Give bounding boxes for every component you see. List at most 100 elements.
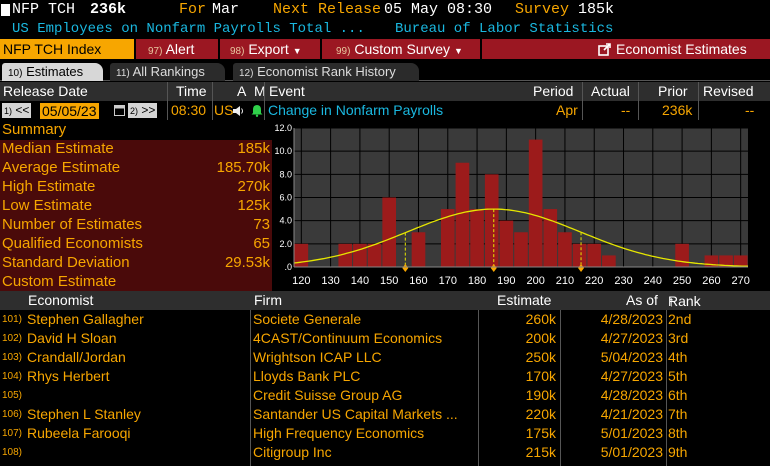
- cell-economist: David H Sloan: [27, 330, 117, 346]
- event-header-row: Release Date Time A M Event Period Actua…: [0, 82, 770, 101]
- cell-estimate: 215k: [525, 444, 556, 460]
- custom-estimate-row[interactable]: Custom Estimate: [0, 273, 272, 292]
- summary-row: Qualified Economists 65: [0, 235, 272, 254]
- histogram-bar: [719, 255, 733, 267]
- histogram-bar: [587, 243, 602, 267]
- table-row[interactable]: 104) Rhys Herbert Lloyds Bank PLC 170k 4/27/…: [0, 367, 770, 386]
- histogram-bar: [455, 162, 470, 267]
- cell-estimate: 250k: [525, 349, 556, 365]
- col-time: Time: [176, 83, 207, 99]
- x-tick-label: 160: [409, 275, 427, 287]
- cell-rank: 4th: [668, 349, 688, 365]
- cell-num: 106): [2, 409, 23, 420]
- alert-bell-icon[interactable]: [251, 104, 263, 120]
- cell-economist: Rhys Herbert: [27, 368, 110, 384]
- cell-asof: 4/27/2023: [600, 330, 663, 346]
- histogram-bar: [558, 232, 572, 267]
- event-data-row: 1) << 05/05/23 2) >> 08:30 US Change in …: [0, 101, 770, 120]
- x-tick-label: 140: [351, 275, 369, 287]
- cell-asof: 4/28/2023: [600, 311, 663, 327]
- summary-row: Number of Estimates 73: [0, 216, 272, 235]
- cell-asof: 5/01/2023: [600, 425, 663, 441]
- estimates-distribution-chart: .0 2.0 4.0 6.0 8.0 10.0 12.0 120 130 140 150 160 170…: [272, 121, 770, 290]
- y-tick-label: 10.0: [274, 146, 292, 156]
- col-a: A: [237, 83, 247, 99]
- calendar-icon[interactable]: [114, 103, 125, 119]
- event-period: Apr: [556, 102, 578, 118]
- cell-asof: 4/28/2023: [600, 387, 663, 403]
- col-firm[interactable]: Firm: [254, 292, 282, 308]
- summary-panel: Summary Median Estimate 185k Average Esti…: [0, 121, 272, 292]
- table-row[interactable]: 105) Credit Suisse Group AG 190k 4/28/2023 6…: [0, 386, 770, 405]
- stat-marker: [402, 264, 409, 272]
- cell-asof: 5/01/2023: [600, 444, 663, 460]
- export-button[interactable]: 98) Export ▼: [230, 41, 302, 57]
- col-revised: Revised: [703, 83, 754, 99]
- stat-marker: [490, 264, 497, 272]
- histogram-bar: [543, 209, 558, 267]
- x-tick-label: 260: [702, 275, 720, 287]
- tab-economist-rank-history[interactable]: 12) Economist Rank History: [233, 63, 419, 81]
- series-description: US Employees on Nonfarm Payrolls Total .…: [12, 21, 365, 37]
- x-tick-label: 240: [644, 275, 662, 287]
- stat-marker: [578, 264, 585, 272]
- tab-bar: 10) Estimates 11) All Rankings 12) Econo…: [0, 61, 770, 81]
- histogram-bar: [411, 232, 426, 267]
- tab-all-rankings[interactable]: 11) All Rankings: [110, 63, 225, 81]
- economist-table-header: Economist Firm Estimate As of Rank ↑: [0, 291, 770, 310]
- cell-rank: 2nd: [668, 311, 692, 327]
- previous-date-button[interactable]: 1) <<: [2, 103, 32, 118]
- export-dropdown-icon: ▼: [292, 46, 302, 56]
- col-actual: Actual: [591, 83, 630, 99]
- cell-asof: 4/27/2023: [600, 368, 663, 384]
- table-row[interactable]: 102) David H Sloan 4CAST/Continuum Economi…: [0, 329, 770, 348]
- col-as-of[interactable]: As of: [626, 292, 658, 308]
- table-row[interactable]: 103) Crandall/Jordan Wrightson ICAP LLC 250…: [0, 348, 770, 367]
- histogram-bar: [602, 255, 616, 267]
- cell-firm: Lloyds Bank PLC: [253, 368, 361, 384]
- cell-num: 101): [2, 314, 23, 325]
- y-tick-label: 4.0: [279, 216, 292, 226]
- col-estimate[interactable]: Estimate: [497, 292, 552, 308]
- speaker-icon[interactable]: [233, 104, 244, 120]
- cell-asof: 5/04/2023: [600, 349, 663, 365]
- custom-survey-button[interactable]: 99) Custom Survey ▼: [336, 41, 463, 57]
- title-bar: NFP TCH 236k For Mar Next Release 05 May…: [0, 0, 770, 21]
- survey-label: Survey: [515, 1, 570, 18]
- event-name-link[interactable]: Change in Nonfarm Payrolls: [268, 102, 444, 118]
- histogram-bar: [294, 243, 309, 267]
- alert-button[interactable]: 97) Alert: [148, 41, 195, 57]
- last-value: 236k: [90, 1, 127, 18]
- col-economist[interactable]: Economist: [28, 292, 94, 308]
- economist-estimates-button[interactable]: Economist Estimates: [598, 39, 747, 59]
- cell-num: 107): [2, 428, 23, 439]
- cell-estimate: 220k: [525, 406, 556, 422]
- release-date-input[interactable]: 05/05/23: [40, 103, 99, 119]
- cell-estimate: 190k: [525, 387, 556, 403]
- x-tick-label: 180: [468, 275, 486, 287]
- cell-num: 104): [2, 371, 23, 382]
- cell-rank: 7th: [668, 406, 688, 422]
- security-ticker-field[interactable]: NFP TCH Index: [0, 39, 134, 59]
- cell-rank: 5th: [668, 368, 688, 384]
- summary-row: Standard Deviation 29.53k: [0, 254, 272, 273]
- cell-rank: 8th: [668, 425, 688, 441]
- custom-survey-dropdown-icon: ▼: [453, 46, 463, 56]
- table-row[interactable]: 107) Rubeela Farooqi High Frequency Econom…: [0, 424, 770, 443]
- summary-row: Low Estimate 125k: [0, 197, 272, 216]
- table-row[interactable]: 106) Stephen L Stanley Santander US Capita…: [0, 405, 770, 424]
- summary-row: Average Estimate 185.70k: [0, 159, 272, 178]
- tab-estimates[interactable]: 10) Estimates: [2, 63, 103, 81]
- histogram-bar: [353, 243, 367, 267]
- event-revised: --: [745, 102, 755, 118]
- x-tick-label: 250: [673, 275, 691, 287]
- next-date-button[interactable]: 2) >>: [128, 103, 158, 118]
- table-row[interactable]: 108) Citigroup Inc 215k 5/01/2023 9th: [0, 443, 770, 462]
- col-m: M: [254, 83, 266, 99]
- survey-value: 185k: [578, 1, 615, 18]
- cell-firm: 4CAST/Continuum Economics: [253, 330, 443, 346]
- ticker-name: NFP TCH: [12, 1, 76, 18]
- x-tick-label: 220: [585, 275, 603, 287]
- x-tick-label: 170: [439, 275, 457, 287]
- table-row[interactable]: 101) Stephen Gallagher Societe Generale 260…: [0, 310, 770, 329]
